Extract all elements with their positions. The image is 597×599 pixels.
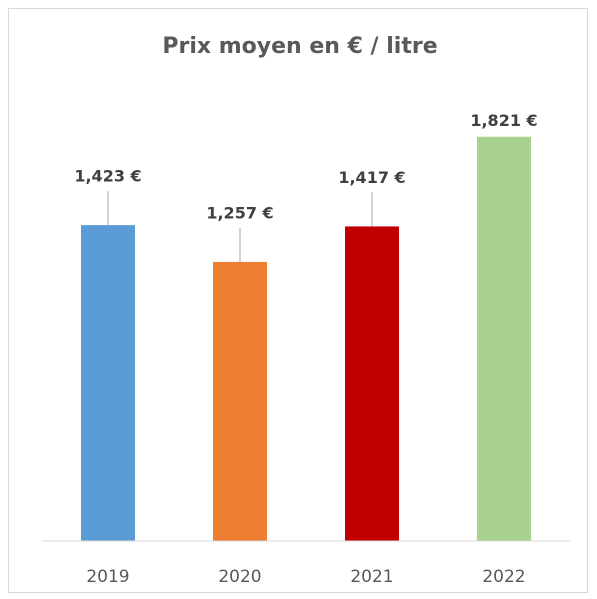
x-tick-label: 2021 [350, 567, 393, 587]
chart-title: Prix moyen en € / litre [162, 34, 437, 59]
bar [477, 136, 531, 541]
x-tick-label: 2022 [482, 567, 525, 587]
data-label: 1,423 € [74, 167, 141, 186]
data-label: 1,821 € [470, 111, 537, 130]
bar [213, 261, 267, 541]
bar [345, 226, 399, 541]
bar [81, 225, 135, 541]
x-tick-label: 2020 [218, 567, 261, 587]
x-tick-label: 2019 [86, 567, 129, 587]
data-label: 1,257 € [206, 203, 273, 222]
data-label: 1,417 € [338, 168, 405, 187]
